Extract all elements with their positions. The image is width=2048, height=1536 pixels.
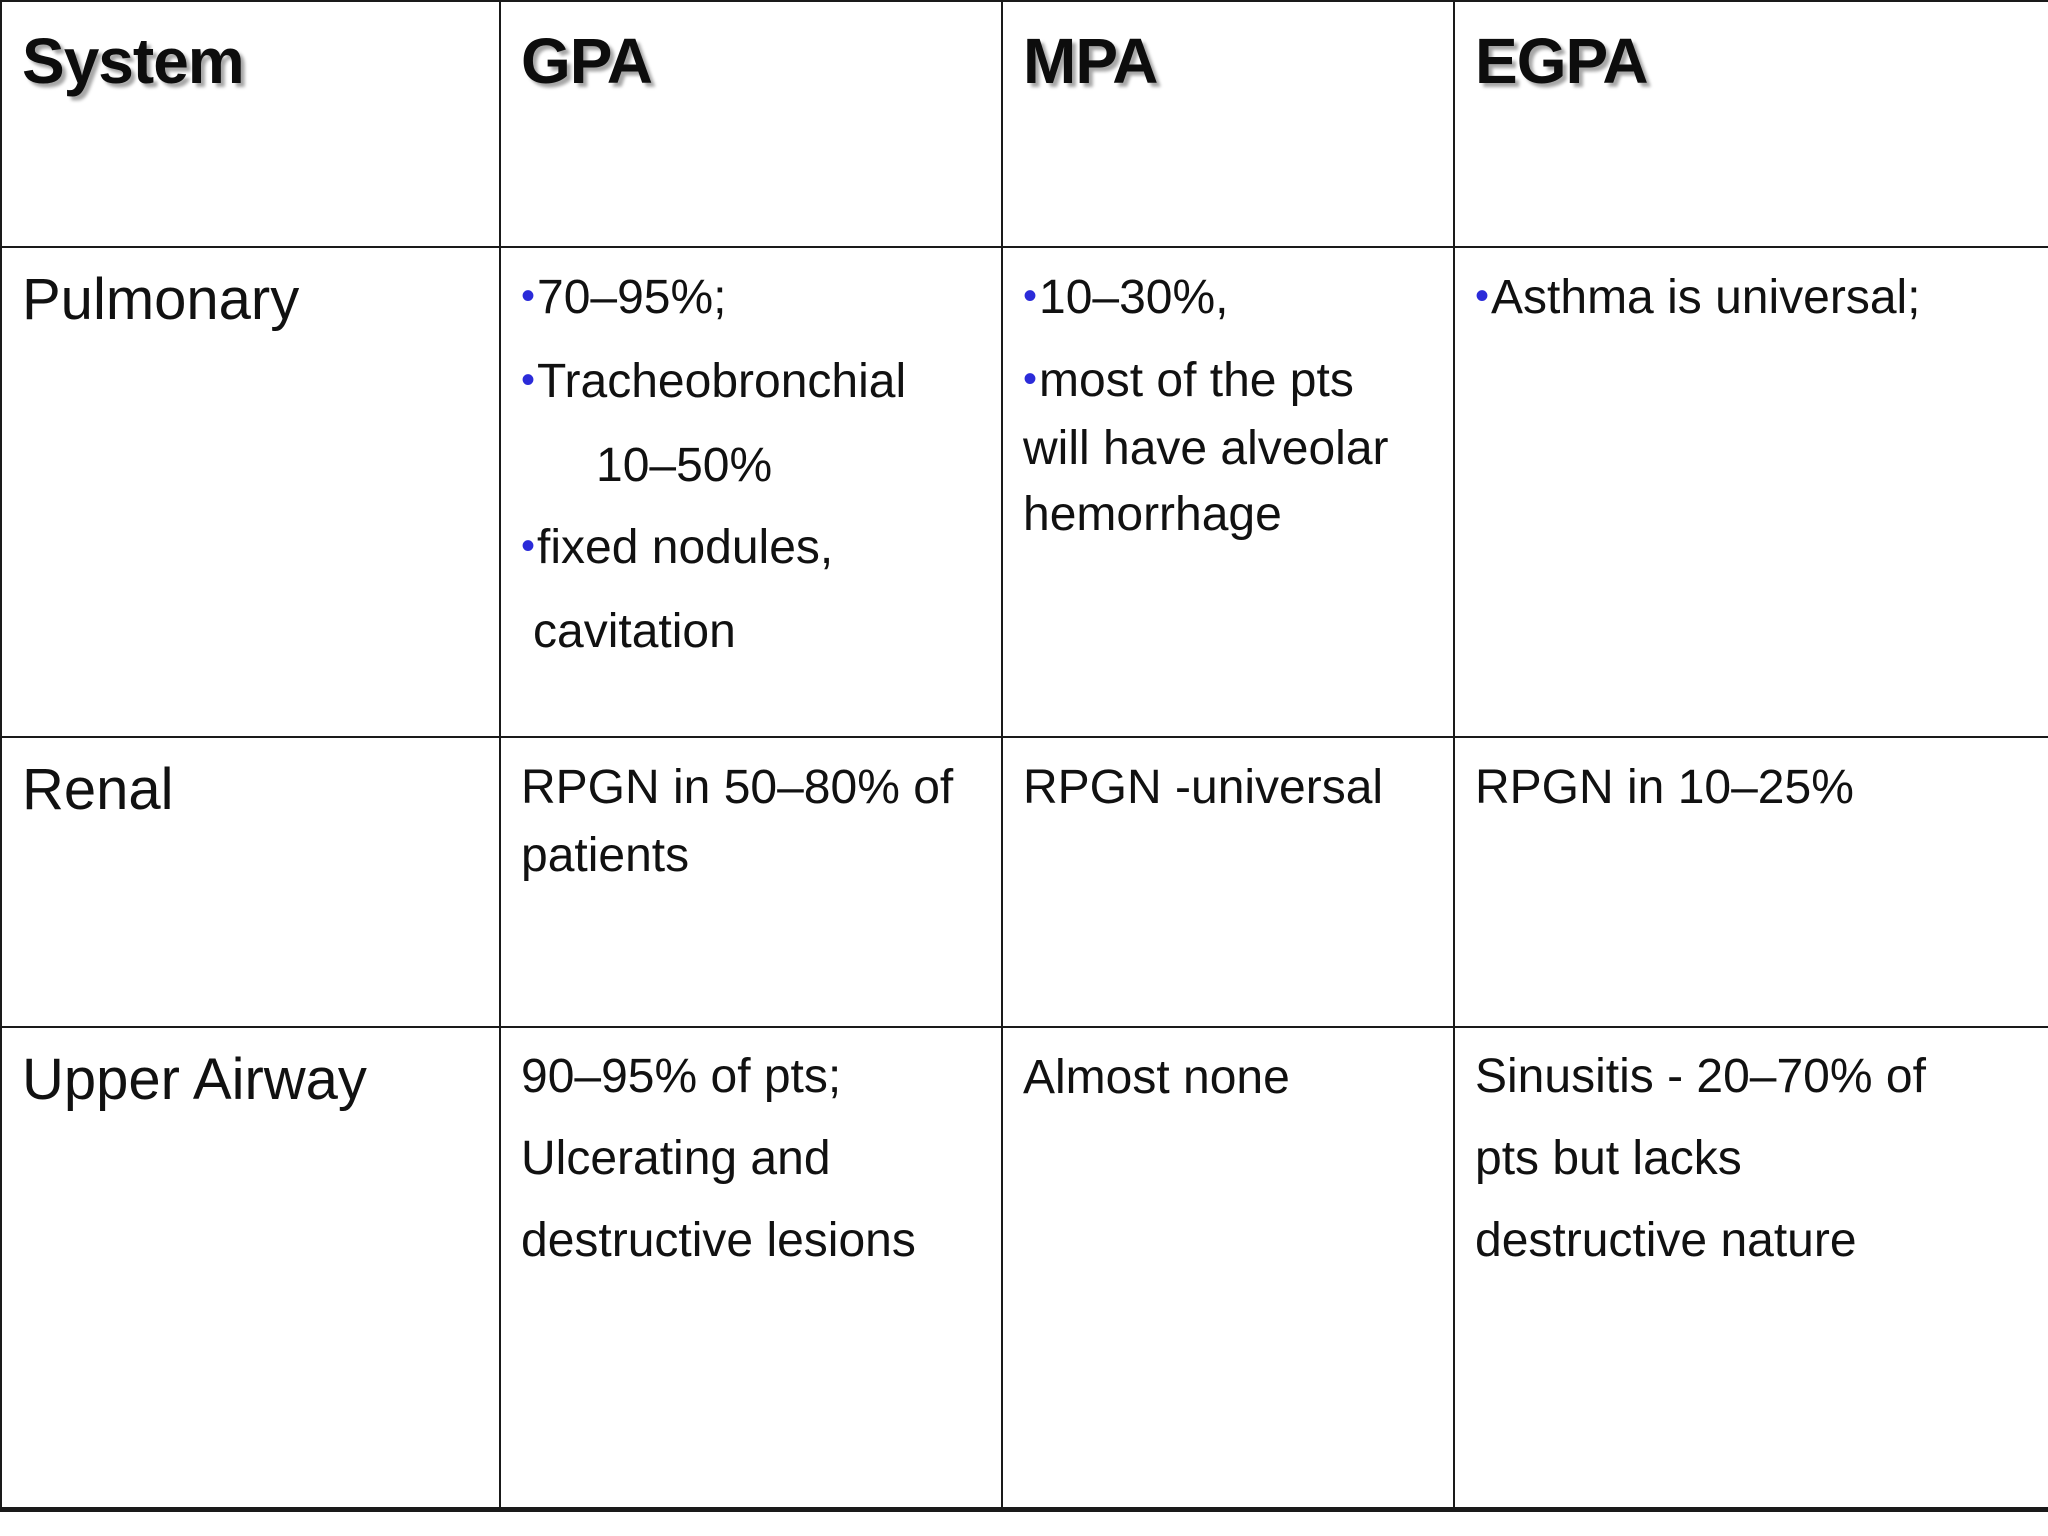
- bullet-icon: •: [521, 358, 536, 402]
- row-label-cell: Renal: [0, 736, 501, 1028]
- cell-upper-egpa: Sinusitis - 20–70% of pts but lacks dest…: [1453, 1026, 2048, 1510]
- header-egpa: EGPA: [1475, 25, 1649, 97]
- row-label-pulmonary: Pulmonary: [22, 267, 300, 332]
- list-item: •Asthma is universal;: [1475, 271, 1921, 324]
- cell-text: Sinusitis - 20–70% of pts but lacks dest…: [1475, 1050, 1926, 1267]
- list-item: •70–95%;: [521, 271, 727, 324]
- cell-text: RPGN in 50–80% of patients: [521, 761, 954, 882]
- cell-renal-egpa: RPGN in 10–25%: [1453, 736, 2048, 1028]
- header-system: System: [22, 25, 245, 97]
- row-label-upper-airway: Upper Airway: [22, 1047, 367, 1112]
- table-row-renal: Renal RPGN in 50–80% of patients RPGN -u…: [0, 736, 2048, 1028]
- bullet-icon: •: [1023, 357, 1038, 401]
- list-item: •fixed nodules,: [521, 521, 834, 574]
- list-item-continuation: cavitation: [533, 605, 736, 658]
- cell-pulmonary-gpa: •70–95%; •Tracheobronchial 10–50% •fixed…: [499, 246, 1003, 738]
- row-label-renal: Renal: [22, 757, 174, 822]
- cell-text: 90–95% of pts; Ulcerating and destructiv…: [521, 1050, 916, 1267]
- cell-upper-gpa: 90–95% of pts; Ulcerating and destructiv…: [499, 1026, 1003, 1510]
- cell-renal-mpa: RPGN -universal: [1001, 736, 1455, 1028]
- cell-renal-gpa: RPGN in 50–80% of patients: [499, 736, 1003, 1028]
- list-item: •Tracheobronchial: [521, 355, 907, 408]
- header-cell-mpa: MPA: [1001, 0, 1455, 248]
- header-cell-gpa: GPA: [499, 0, 1003, 248]
- header-mpa: MPA: [1023, 25, 1158, 97]
- cell-pulmonary-egpa: •Asthma is universal;: [1453, 246, 2048, 738]
- header-gpa: GPA: [521, 25, 653, 97]
- header-cell-egpa: EGPA: [1453, 0, 2048, 248]
- table-header-row: System GPA MPA EGPA: [0, 0, 2048, 248]
- list-item: •most of the pts will have alveolar hemo…: [1023, 354, 1389, 541]
- bullet-icon: •: [1475, 274, 1490, 318]
- row-label-cell: Upper Airway: [0, 1026, 501, 1510]
- list-item: •10–30%,: [1023, 271, 1229, 324]
- table-row-pulmonary: Pulmonary •70–95%; •Tracheobronchial 10–…: [0, 246, 2048, 738]
- bullet-icon: •: [521, 274, 536, 318]
- row-label-cell: Pulmonary: [0, 246, 501, 738]
- header-cell-system: System: [0, 0, 501, 248]
- cell-text: Almost none: [1023, 1051, 1290, 1104]
- bottom-rule: [0, 1507, 2048, 1512]
- list-item-continuation: 10–50%: [596, 439, 773, 492]
- bullet-icon: •: [521, 524, 536, 568]
- cell-upper-mpa: Almost none: [1001, 1026, 1455, 1510]
- cell-text: RPGN in 10–25%: [1475, 761, 1854, 814]
- cell-pulmonary-mpa: •10–30%, •most of the pts will have alve…: [1001, 246, 1455, 738]
- bullet-icon: •: [1023, 274, 1038, 318]
- table-row-upper-airway: Upper Airway 90–95% of pts; Ulcerating a…: [0, 1026, 2048, 1510]
- cell-text: RPGN -universal: [1023, 761, 1384, 814]
